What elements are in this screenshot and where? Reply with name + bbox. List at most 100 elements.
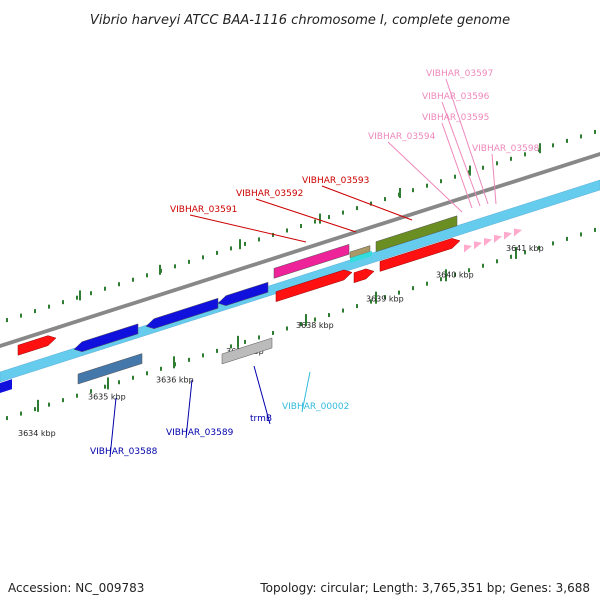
gene-label-trmB[interactable]: trmB bbox=[250, 414, 272, 424]
leader-line bbox=[185, 379, 193, 439]
ruler-minor-tick-lower bbox=[258, 335, 260, 340]
gene-feature-pink[interactable] bbox=[484, 238, 492, 247]
gene-label-VIBHAR_03588[interactable]: VIBHAR_03588 bbox=[90, 447, 158, 457]
gene-label-VIBHAR_03595[interactable]: VIBHAR_03595 bbox=[422, 113, 489, 123]
ruler-minor-tick-lower bbox=[188, 357, 190, 362]
ruler-minor-tick-upper bbox=[286, 228, 288, 233]
ruler-minor-tick-lower bbox=[132, 375, 134, 380]
leader-line bbox=[441, 122, 473, 209]
leader-line bbox=[445, 78, 489, 205]
gene-feature-VIBHAR_03593[interactable] bbox=[375, 215, 458, 253]
ruler-minor-tick-upper bbox=[314, 219, 316, 224]
accession-text: Accession: NC_009783 bbox=[8, 581, 145, 595]
gene-label-VIBHAR_03591[interactable]: VIBHAR_03591 bbox=[170, 205, 237, 215]
ruler-minor-tick-upper bbox=[496, 161, 498, 166]
ruler-minor-tick-upper bbox=[244, 241, 246, 246]
gene-feature-VIBHAR_00002[interactable] bbox=[221, 337, 273, 365]
gene-label-VIBHAR_03593[interactable]: VIBHAR_03593 bbox=[302, 176, 369, 186]
gene-feature-trmB[interactable] bbox=[217, 281, 269, 306]
ruler-minor-tick-lower bbox=[454, 272, 456, 277]
ruler-minor-tick-lower bbox=[398, 290, 400, 295]
gene-feature-unlabeled[interactable] bbox=[73, 323, 139, 353]
ruler-minor-tick-upper bbox=[6, 318, 8, 323]
gene-feature-red[interactable] bbox=[275, 269, 353, 303]
gene-feature-pink[interactable] bbox=[504, 231, 512, 240]
ruler-minor-tick-upper bbox=[482, 165, 484, 170]
ruler-minor-tick-lower bbox=[482, 263, 484, 268]
ruler-minor-tick-upper bbox=[524, 152, 526, 157]
leader-line bbox=[301, 371, 311, 413]
gene-label-VIBHAR_03589[interactable]: VIBHAR_03589 bbox=[166, 428, 234, 438]
gene-feature-pink[interactable] bbox=[474, 241, 482, 250]
gene-label-VIBHAR_03598[interactable]: VIBHAR_03598 bbox=[472, 144, 540, 154]
ruler-minor-tick-lower bbox=[412, 286, 414, 291]
gene-label-VIBHAR_00002[interactable]: VIBHAR_00002 bbox=[282, 402, 349, 412]
ruler-minor-tick-lower bbox=[370, 299, 372, 304]
ruler-minor-tick-lower bbox=[34, 407, 36, 412]
ruler-minor-tick-lower bbox=[104, 384, 106, 389]
ruler-minor-tick-upper bbox=[48, 304, 50, 309]
gene-feature-pink[interactable] bbox=[514, 228, 522, 237]
ruler-minor-tick-lower bbox=[510, 254, 512, 259]
ruler-minor-tick-lower bbox=[552, 241, 554, 246]
leader-line bbox=[253, 365, 271, 425]
ruler-minor-tick-upper bbox=[104, 286, 106, 291]
ruler-minor-tick-upper bbox=[62, 300, 64, 305]
ruler-minor-tick-lower bbox=[90, 389, 92, 394]
ruler-minor-tick-lower bbox=[356, 304, 358, 309]
ruler-minor-tick-lower bbox=[440, 277, 442, 282]
ruler-minor-tick-upper bbox=[426, 183, 428, 188]
ruler-minor-tick-upper bbox=[188, 259, 190, 264]
ruler-minor-tick-lower bbox=[566, 236, 568, 241]
forward-strand-band bbox=[0, 179, 600, 383]
ruler-minor-tick-upper bbox=[258, 237, 260, 242]
gene-label-VIBHAR_03596[interactable]: VIBHAR_03596 bbox=[422, 92, 490, 102]
gene-feature-red[interactable] bbox=[379, 238, 461, 272]
ruler-minor-tick-upper bbox=[300, 224, 302, 228]
ruler-minor-tick-upper bbox=[118, 282, 120, 287]
ruler-minor-tick-upper bbox=[76, 295, 78, 300]
ruler-minor-tick-upper bbox=[90, 291, 92, 296]
ruler-minor-tick-lower bbox=[244, 339, 246, 344]
ruler-minor-tick-lower bbox=[524, 250, 526, 255]
gene-feature-VIBHAR_03591[interactable] bbox=[273, 243, 350, 279]
leader-line bbox=[321, 185, 413, 221]
leader-line bbox=[255, 198, 357, 233]
map-title: Vibrio harveyi ATCC BAA-1116 chromosome … bbox=[90, 13, 510, 28]
ruler-minor-tick-upper bbox=[20, 313, 22, 318]
ruler-minor-tick-lower bbox=[230, 344, 232, 349]
ruler-minor-tick-lower bbox=[468, 268, 470, 273]
gene-feature-pink[interactable] bbox=[464, 244, 472, 253]
gene-label-VIBHAR_03594[interactable]: VIBHAR_03594 bbox=[368, 132, 436, 142]
ruler-minor-tick-upper bbox=[356, 206, 358, 211]
gene-feature-VIBHAR_03588[interactable] bbox=[77, 353, 143, 385]
ruler-minor-tick-upper bbox=[230, 246, 232, 251]
ruler-minor-tick-lower bbox=[594, 227, 596, 232]
ruler-minor-tick-lower bbox=[6, 416, 8, 421]
ruler-label: 3641 kbp bbox=[506, 244, 544, 253]
gene-feature-red[interactable] bbox=[17, 335, 57, 356]
ruler-minor-tick-lower bbox=[328, 313, 330, 318]
gene-label-VIBHAR_03592[interactable]: VIBHAR_03592 bbox=[236, 189, 303, 199]
ruler-minor-tick-upper bbox=[328, 215, 330, 220]
ruler-minor-tick-upper bbox=[412, 188, 414, 193]
ruler-minor-tick-lower bbox=[76, 393, 78, 398]
ruler-minor-tick-lower bbox=[48, 402, 50, 407]
ruler-minor-tick-lower bbox=[384, 295, 386, 300]
ruler-label: 3639 kbp bbox=[366, 295, 404, 304]
gene-feature-red[interactable] bbox=[353, 268, 375, 284]
topology-summary: Topology: circular; Length: 3,765,351 bp… bbox=[260, 581, 590, 595]
ruler-minor-tick-lower bbox=[314, 317, 316, 322]
ruler-minor-tick-lower bbox=[216, 348, 218, 353]
gene-feature-cyan bbox=[350, 250, 372, 263]
ruler-minor-tick-lower bbox=[580, 232, 582, 237]
gene-label-VIBHAR_03597[interactable]: VIBHAR_03597 bbox=[426, 69, 493, 79]
ruler-minor-tick-upper bbox=[342, 210, 344, 215]
ruler-minor-tick-upper bbox=[510, 156, 512, 161]
ruler-minor-tick-upper bbox=[566, 138, 568, 143]
gene-feature-pink[interactable] bbox=[494, 234, 502, 243]
leader-line bbox=[491, 153, 497, 205]
ruler-minor-tick-lower bbox=[286, 326, 288, 331]
ruler-minor-tick-lower bbox=[300, 322, 302, 326]
